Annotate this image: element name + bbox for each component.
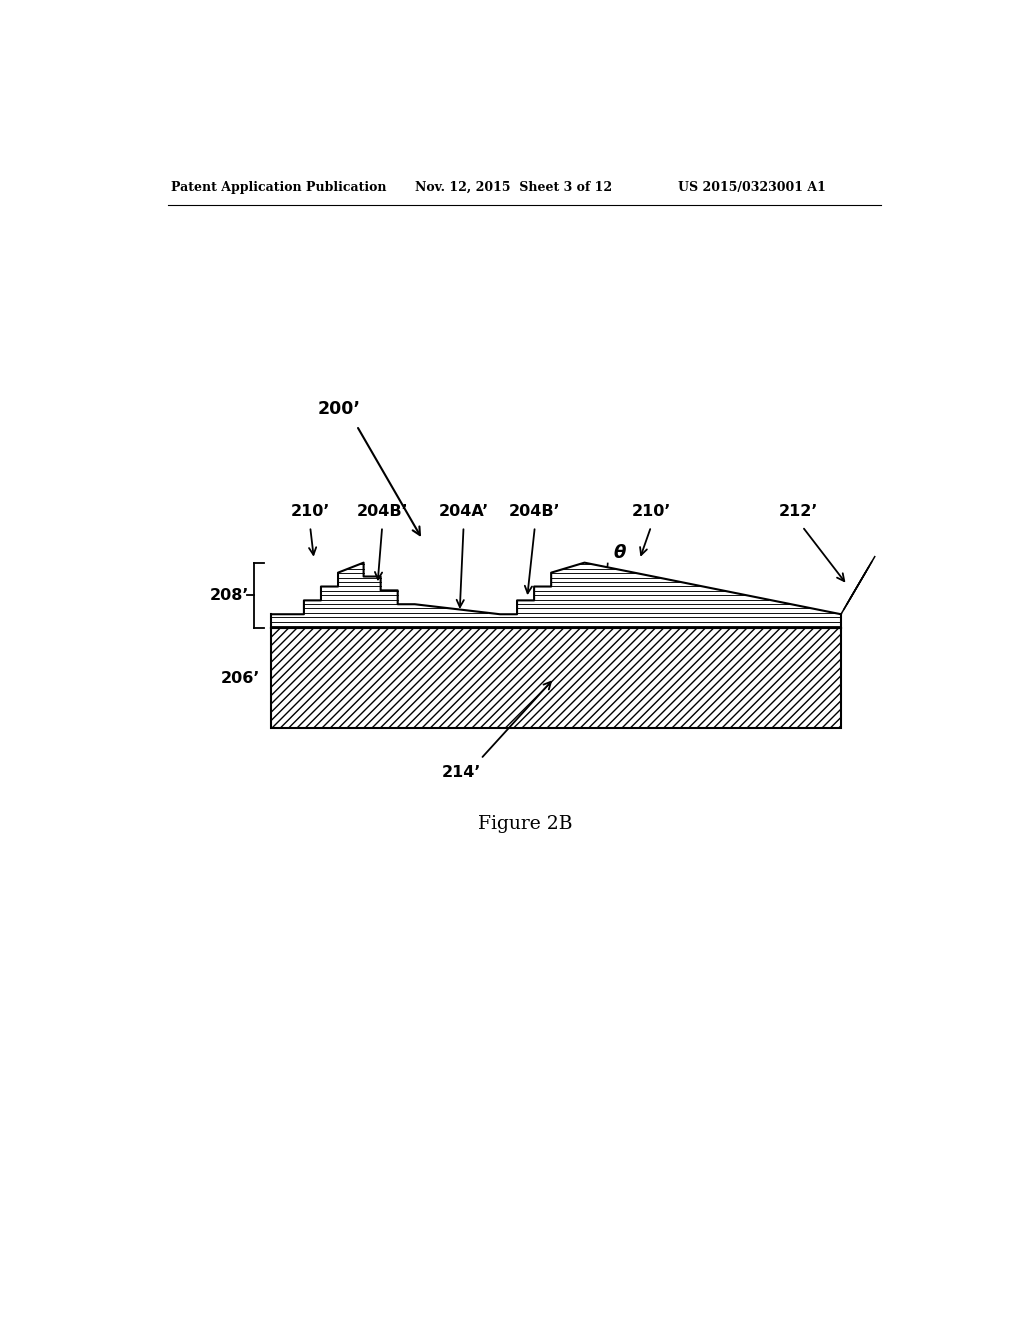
Text: 208’: 208’: [210, 587, 249, 603]
Text: 204B’: 204B’: [509, 503, 561, 519]
Text: Patent Application Publication: Patent Application Publication: [171, 181, 386, 194]
Text: 212’: 212’: [778, 503, 818, 519]
Text: Nov. 12, 2015  Sheet 3 of 12: Nov. 12, 2015 Sheet 3 of 12: [415, 181, 612, 194]
Text: 204B’: 204B’: [356, 503, 408, 519]
Text: US 2015/0323001 A1: US 2015/0323001 A1: [678, 181, 826, 194]
Text: 200’: 200’: [317, 400, 360, 417]
Text: 210’: 210’: [632, 503, 671, 519]
Text: θ: θ: [614, 544, 627, 561]
Text: 214’: 214’: [441, 766, 481, 780]
Polygon shape: [271, 562, 841, 628]
Polygon shape: [271, 628, 841, 729]
Text: Figure 2B: Figure 2B: [477, 816, 572, 833]
Text: 206’: 206’: [221, 671, 260, 685]
Text: 204A’: 204A’: [438, 503, 488, 519]
Text: 210’: 210’: [291, 503, 330, 519]
